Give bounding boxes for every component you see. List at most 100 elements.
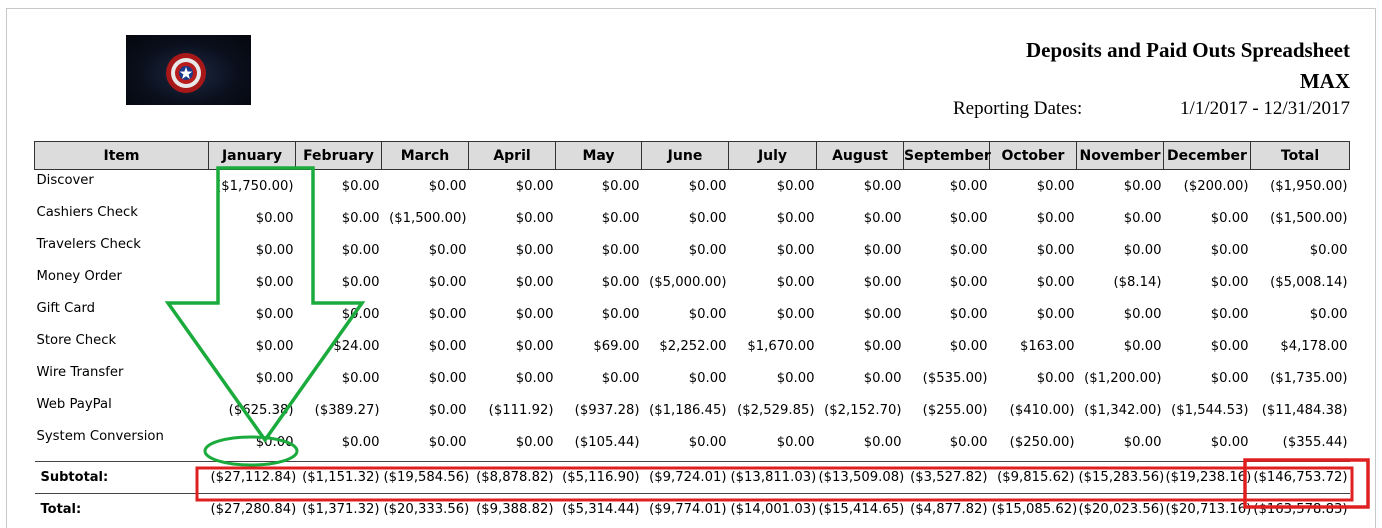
cell-october: $0.00 bbox=[1036, 242, 1075, 258]
cell-total: ($11,484.38) bbox=[1261, 402, 1348, 418]
cell-december: ($200.00) bbox=[1183, 178, 1249, 194]
cell-november: ($8.14) bbox=[1113, 274, 1162, 290]
header-row: Item January February March April May Ju… bbox=[34, 141, 1350, 170]
cell-january: $0.00 bbox=[255, 306, 294, 322]
row-label-store-check: Store Check bbox=[36, 333, 117, 348]
cell-june: $0.00 bbox=[688, 306, 727, 322]
col-header-april[interactable]: April bbox=[468, 141, 556, 170]
cell-april: ($9,388.82) bbox=[468, 493, 556, 525]
cell-november: $0.00 bbox=[1123, 434, 1162, 450]
cell-march: $0.00 bbox=[428, 274, 467, 290]
cell-april: $0.00 bbox=[515, 242, 554, 258]
cell-may: ($5,314.44) bbox=[555, 493, 642, 525]
cell-june: ($1,186.45) bbox=[649, 402, 727, 418]
cell-july: $1,670.00 bbox=[747, 338, 815, 354]
col-header-august[interactable]: August bbox=[816, 141, 904, 170]
cell-total: ($163,578.83) bbox=[1250, 493, 1350, 525]
cell-june: ($9,774.01) bbox=[641, 493, 729, 525]
col-header-october[interactable]: October bbox=[989, 141, 1077, 170]
cell-september: ($3,527.82) bbox=[903, 461, 990, 494]
col-header-july[interactable]: July bbox=[728, 141, 817, 170]
cell-may: ($5,116.90) bbox=[555, 461, 642, 494]
cell-july: ($2,529.85) bbox=[737, 402, 815, 418]
cell-january: ($625.38) bbox=[228, 402, 294, 418]
cell-may: $0.00 bbox=[601, 210, 640, 226]
cell-november: ($15,283.56) bbox=[1076, 461, 1164, 494]
table-row: System Conversion $0.00 $0.00 $0.00 $0.00 ($1… bbox=[35, 426, 1350, 458]
col-header-june[interactable]: June bbox=[641, 141, 729, 170]
row-label-wire-transfer: Wire Transfer bbox=[36, 365, 124, 380]
cell-october: $0.00 bbox=[1036, 210, 1075, 226]
cell-april: $0.00 bbox=[515, 370, 554, 386]
cell-february: $0.00 bbox=[341, 434, 380, 450]
cell-may: ($105.44) bbox=[574, 434, 640, 450]
cell-january: $0.00 bbox=[255, 274, 294, 290]
cell-october: $0.00 bbox=[1036, 370, 1075, 386]
table-row: Gift Card $0.00 $0.00 $0.00 $0.00 $0.00 $0.00 $… bbox=[35, 298, 1350, 330]
cell-march: ($19,584.56) bbox=[381, 461, 469, 494]
cell-december: $0.00 bbox=[1210, 210, 1249, 226]
cell-total: ($146,753.72) bbox=[1250, 461, 1350, 494]
cell-november: $0.00 bbox=[1123, 178, 1162, 194]
cell-july: $0.00 bbox=[776, 210, 815, 226]
cell-december: $0.00 bbox=[1210, 370, 1249, 386]
cell-october: ($15,085.62) bbox=[989, 493, 1077, 525]
cell-march: $0.00 bbox=[428, 242, 467, 258]
cell-march: $0.00 bbox=[428, 338, 467, 354]
cell-june: ($5,000.00) bbox=[649, 274, 727, 290]
total-label: Total: bbox=[34, 493, 209, 525]
col-header-september[interactable]: September bbox=[903, 141, 991, 170]
cell-august: $0.00 bbox=[863, 306, 902, 322]
row-label-travelers-check: Travelers Check bbox=[36, 237, 141, 252]
table-row: Cashiers Check $0.00 $0.00 ($1,500.00) $0.00… bbox=[35, 202, 1350, 234]
cell-april: $0.00 bbox=[515, 338, 554, 354]
cell-february: $0.00 bbox=[341, 370, 380, 386]
cell-september: $0.00 bbox=[949, 274, 988, 290]
cell-april: ($111.92) bbox=[488, 402, 554, 418]
cell-february: ($389.27) bbox=[314, 402, 380, 418]
cell-september: $0.00 bbox=[949, 306, 988, 322]
cell-july: $0.00 bbox=[776, 242, 815, 258]
col-header-november[interactable]: November bbox=[1076, 141, 1164, 170]
col-header-march[interactable]: March bbox=[381, 141, 469, 170]
cell-january: $0.00 bbox=[255, 242, 294, 258]
cell-october: $0.00 bbox=[1036, 178, 1075, 194]
cell-december: $0.00 bbox=[1210, 242, 1249, 258]
row-label-money-order: Money Order bbox=[36, 269, 122, 284]
report-frame bbox=[6, 8, 1376, 528]
cell-august: $0.00 bbox=[863, 370, 902, 386]
cell-total: ($1,500.00) bbox=[1270, 210, 1348, 226]
cell-october: $0.00 bbox=[1036, 306, 1075, 322]
col-header-february[interactable]: February bbox=[295, 141, 382, 170]
cell-may: $0.00 bbox=[601, 242, 640, 258]
cell-march: $0.00 bbox=[428, 306, 467, 322]
col-header-may[interactable]: May bbox=[555, 141, 642, 170]
col-header-total[interactable]: Total bbox=[1250, 141, 1350, 170]
col-header-december[interactable]: December bbox=[1163, 141, 1251, 170]
cell-april: $0.00 bbox=[515, 274, 554, 290]
table-row: Store Check $0.00 $24.00 $0.00 $0.00 $69.00 $2… bbox=[35, 330, 1350, 362]
cell-october: ($250.00) bbox=[1009, 434, 1075, 450]
cell-february: $0.00 bbox=[341, 178, 380, 194]
cell-february: $0.00 bbox=[341, 210, 380, 226]
cell-july: $0.00 bbox=[776, 434, 815, 450]
subtotal-row: Subtotal: ($27,112.84) ($1,151.32) ($19,584… bbox=[34, 461, 1350, 494]
cell-february: $0.00 bbox=[341, 242, 380, 258]
col-header-january[interactable]: January bbox=[208, 141, 296, 170]
table-row: Web PayPal ($625.38) ($389.27) $0.00 ($111.9… bbox=[35, 394, 1350, 426]
cell-november: $0.00 bbox=[1123, 338, 1162, 354]
table-row: Money Order $0.00 $0.00 $0.00 $0.00 $0.00 ($5,… bbox=[35, 266, 1350, 298]
cell-may: $69.00 bbox=[593, 338, 640, 354]
cell-june: $0.00 bbox=[688, 242, 727, 258]
cell-june: $0.00 bbox=[688, 370, 727, 386]
cell-april: $0.00 bbox=[515, 178, 554, 194]
cell-august: ($13,509.08) bbox=[816, 461, 904, 494]
cell-august: ($15,414.65) bbox=[816, 493, 904, 525]
cell-september: $0.00 bbox=[949, 242, 988, 258]
cell-may: $0.00 bbox=[601, 274, 640, 290]
cell-february: $0.00 bbox=[341, 274, 380, 290]
reporting-date-range: 1/1/2017 - 12/31/2017 bbox=[1180, 98, 1350, 119]
cell-january: ($27,280.84) bbox=[208, 493, 296, 525]
col-header-item[interactable]: Item bbox=[34, 141, 209, 170]
cell-april: $0.00 bbox=[515, 210, 554, 226]
